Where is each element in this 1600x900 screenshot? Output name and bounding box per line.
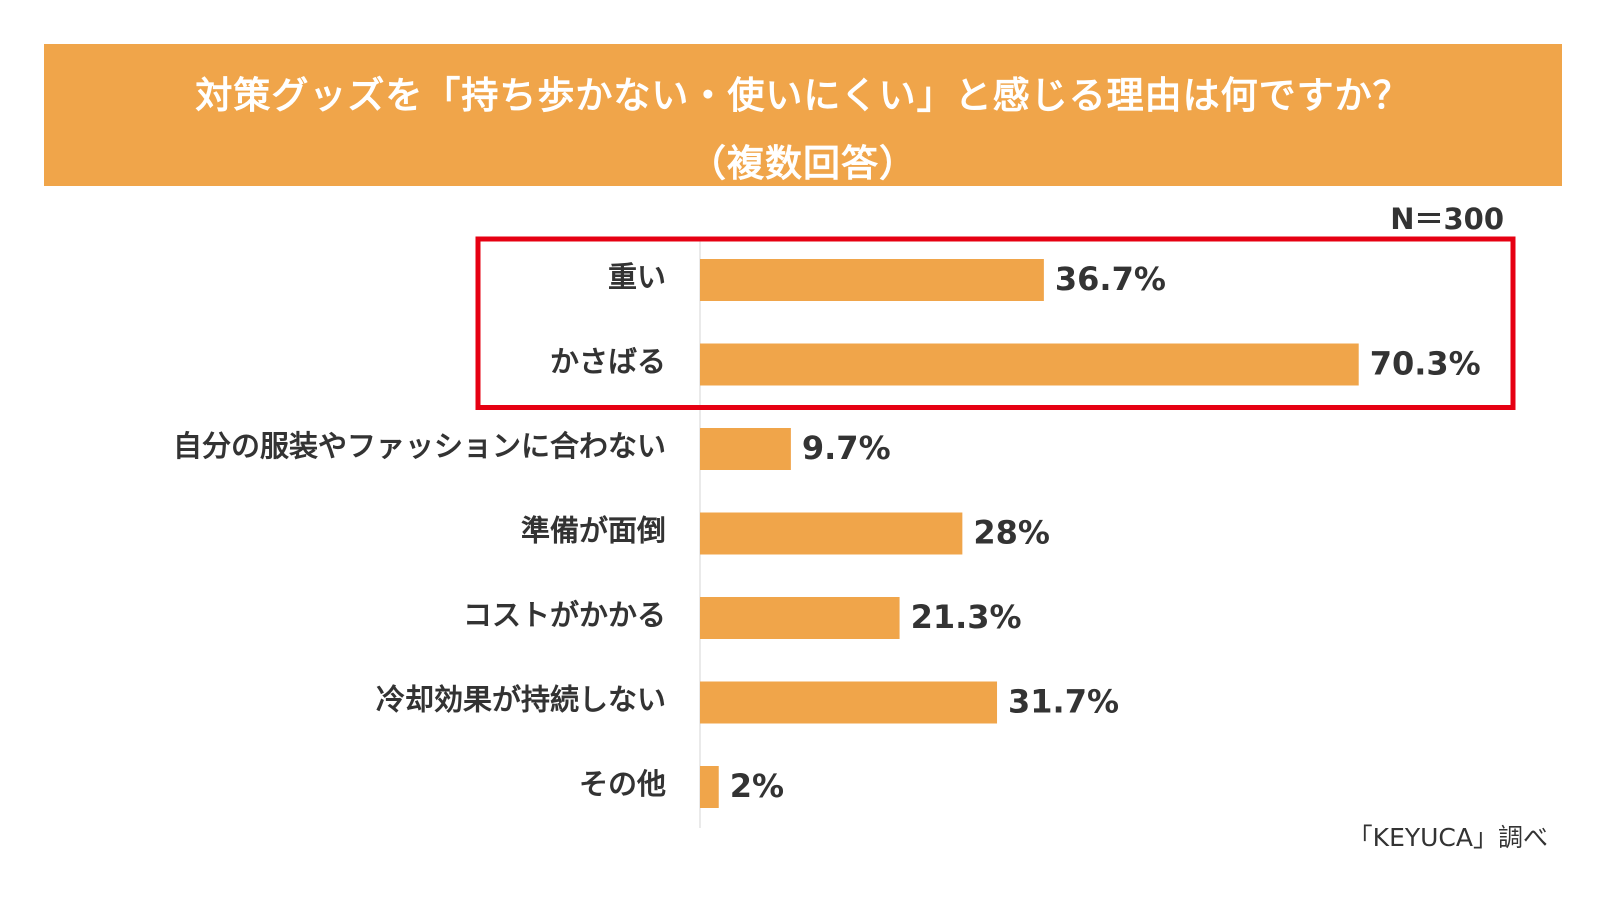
chart-title: 対策グッズを「持ち歩かない・使いにくい」と感じる理由は何ですか？ xyxy=(195,74,1411,117)
title-banner: 対策グッズを「持ち歩かない・使いにくい」と感じる理由は何ですか？ （複数回答） xyxy=(44,44,1562,186)
bar xyxy=(700,512,963,555)
category-label: 準備が面倒 xyxy=(521,514,666,548)
data-label: 70.3% xyxy=(1370,345,1481,383)
bar xyxy=(700,766,719,808)
bar xyxy=(700,259,1044,301)
category-label: 自分の服装やファッションに合わない xyxy=(173,429,666,463)
data-label: 36.7% xyxy=(1055,260,1166,298)
chart-subtitle: （複数回答） xyxy=(689,142,917,185)
data-label: 21.3% xyxy=(911,598,1022,636)
data-label: 31.7% xyxy=(1008,683,1119,721)
category-label: その他 xyxy=(579,767,666,801)
category-label: 冷却効果が持続しない xyxy=(376,683,666,717)
sample-size-label: N＝300 xyxy=(1390,202,1504,236)
data-label: 9.7% xyxy=(802,429,891,467)
data-label: 28% xyxy=(973,514,1050,552)
data-label: 2% xyxy=(730,767,784,805)
bar xyxy=(700,597,900,639)
category-label: かさばる xyxy=(550,345,666,379)
bar xyxy=(700,681,998,724)
bar xyxy=(700,428,791,470)
category-label: 重い xyxy=(608,260,666,294)
highlight-box xyxy=(475,236,1516,410)
source-credit: 「KEYUCA」調べ xyxy=(1347,823,1548,852)
bar xyxy=(700,343,1359,386)
category-label: コストがかかる xyxy=(463,598,666,632)
